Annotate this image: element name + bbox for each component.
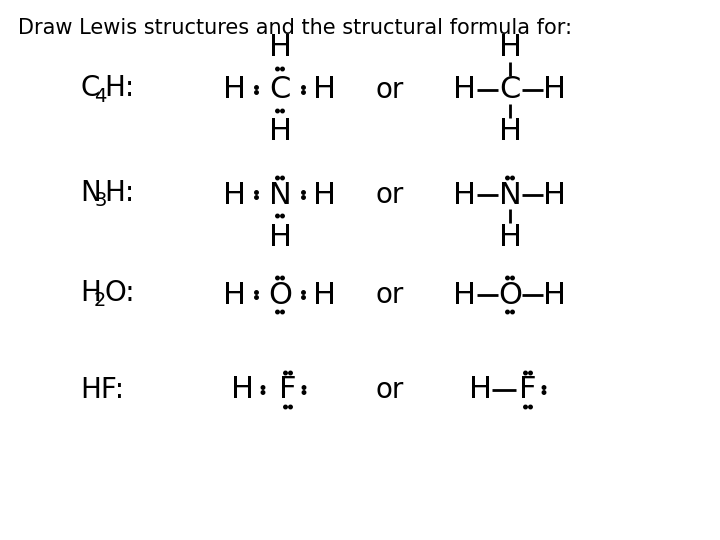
Circle shape — [523, 405, 527, 409]
Text: H: H — [313, 180, 336, 210]
Circle shape — [505, 176, 509, 180]
Text: C: C — [269, 76, 291, 105]
Text: F: F — [519, 375, 536, 404]
Text: H: H — [313, 280, 336, 309]
Circle shape — [523, 372, 527, 375]
Text: H: H — [544, 180, 567, 210]
Circle shape — [289, 405, 292, 409]
Circle shape — [284, 372, 287, 375]
Text: H: H — [269, 33, 292, 63]
Text: H: H — [544, 76, 567, 105]
Circle shape — [276, 176, 279, 180]
Circle shape — [261, 386, 265, 389]
Text: H: H — [498, 118, 521, 146]
Text: H: H — [223, 76, 246, 105]
Text: O: O — [268, 280, 292, 309]
Circle shape — [255, 86, 258, 89]
Circle shape — [302, 195, 305, 199]
Circle shape — [255, 191, 258, 194]
Text: N: N — [269, 180, 292, 210]
Circle shape — [281, 109, 284, 113]
Circle shape — [276, 109, 279, 113]
Circle shape — [276, 214, 279, 218]
Text: N: N — [80, 179, 101, 207]
Text: H: H — [230, 375, 253, 404]
Text: or: or — [376, 376, 404, 404]
Text: O:: O: — [104, 279, 135, 307]
Text: C: C — [80, 74, 99, 102]
Text: H: H — [544, 280, 567, 309]
Circle shape — [302, 386, 306, 389]
Circle shape — [281, 310, 284, 314]
Text: H:: H: — [104, 179, 134, 207]
Circle shape — [302, 191, 305, 194]
Text: H: H — [223, 280, 246, 309]
Text: H: H — [498, 33, 521, 63]
Circle shape — [289, 372, 292, 375]
Circle shape — [505, 276, 509, 280]
Text: H: H — [80, 279, 101, 307]
Circle shape — [510, 176, 514, 180]
Circle shape — [302, 296, 305, 299]
Text: Draw Lewis structures and the structural formula for:: Draw Lewis structures and the structural… — [18, 18, 572, 38]
Circle shape — [281, 276, 284, 280]
Circle shape — [510, 276, 514, 280]
Circle shape — [281, 176, 284, 180]
Circle shape — [281, 68, 284, 71]
Text: or: or — [376, 76, 404, 104]
Circle shape — [276, 310, 279, 314]
Circle shape — [542, 391, 546, 394]
Text: H:: H: — [104, 74, 134, 102]
Text: HF:: HF: — [80, 376, 124, 404]
Text: H: H — [454, 180, 477, 210]
Circle shape — [505, 310, 509, 314]
Circle shape — [510, 310, 514, 314]
Text: or: or — [376, 281, 404, 309]
Circle shape — [281, 214, 284, 218]
Text: H: H — [454, 76, 477, 105]
Text: H: H — [469, 375, 492, 404]
Circle shape — [302, 91, 305, 94]
Circle shape — [302, 391, 306, 394]
Circle shape — [255, 291, 258, 294]
Text: or: or — [376, 181, 404, 209]
Circle shape — [261, 391, 265, 394]
Circle shape — [528, 372, 532, 375]
Circle shape — [542, 386, 546, 389]
Text: O: O — [498, 280, 522, 309]
Circle shape — [255, 195, 258, 199]
Text: H: H — [223, 180, 246, 210]
Circle shape — [302, 86, 305, 89]
Text: F: F — [279, 375, 297, 404]
Text: 3: 3 — [94, 192, 107, 211]
Text: 2: 2 — [94, 292, 107, 310]
Text: C: C — [499, 76, 521, 105]
Text: H: H — [269, 118, 292, 146]
Text: 4: 4 — [94, 86, 107, 105]
Circle shape — [302, 291, 305, 294]
Circle shape — [284, 405, 287, 409]
Text: H: H — [454, 280, 477, 309]
Circle shape — [276, 68, 279, 71]
Circle shape — [255, 296, 258, 299]
Text: H: H — [313, 76, 336, 105]
Circle shape — [276, 276, 279, 280]
Text: H: H — [498, 222, 521, 252]
Text: H: H — [269, 222, 292, 252]
Text: N: N — [499, 180, 521, 210]
Circle shape — [528, 405, 532, 409]
Circle shape — [255, 91, 258, 94]
